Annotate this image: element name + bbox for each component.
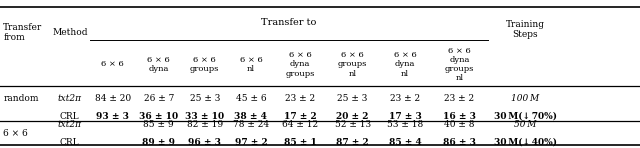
Text: 78 ± 24: 78 ± 24: [233, 120, 269, 129]
Text: 40 ± 8: 40 ± 8: [444, 120, 475, 129]
Text: 82 ± 19: 82 ± 19: [187, 120, 223, 129]
Text: 85 ± 9: 85 ± 9: [143, 120, 174, 129]
Text: 25 ± 3: 25 ± 3: [189, 94, 220, 103]
Text: 17 ± 2: 17 ± 2: [284, 112, 317, 121]
Text: 36 ± 10: 36 ± 10: [139, 112, 179, 121]
Text: 45 ± 6: 45 ± 6: [236, 94, 266, 103]
Text: 84 ± 20: 84 ± 20: [95, 94, 131, 103]
Text: 6 × 6
nl: 6 × 6 nl: [239, 56, 262, 73]
Text: txt2π: txt2π: [58, 94, 82, 103]
Text: 17 ± 3: 17 ± 3: [388, 112, 422, 121]
Text: 89 ± 9: 89 ± 9: [142, 138, 175, 147]
Text: 6 × 6
groups: 6 × 6 groups: [190, 56, 220, 73]
Text: 52 ± 13: 52 ± 13: [335, 120, 371, 129]
Text: 6 × 6
groups
nl: 6 × 6 groups nl: [338, 51, 367, 78]
Text: 26 ± 7: 26 ± 7: [143, 94, 174, 103]
Text: CRL: CRL: [60, 112, 79, 121]
Text: 100 M: 100 M: [511, 94, 540, 103]
Text: 85 ± 4: 85 ± 4: [388, 138, 422, 147]
Text: 6 × 6: 6 × 6: [3, 129, 28, 138]
Text: 16 ± 3: 16 ± 3: [443, 112, 476, 121]
Text: CRL: CRL: [60, 138, 79, 147]
Text: 25 ± 3: 25 ± 3: [337, 94, 368, 103]
Text: 30 M(↓ 70%): 30 M(↓ 70%): [494, 112, 557, 121]
Text: Transfer
from: Transfer from: [3, 23, 42, 42]
Text: 23 ± 2: 23 ± 2: [390, 94, 420, 103]
Text: random: random: [3, 94, 38, 103]
Text: Method: Method: [52, 28, 88, 37]
Text: 87 ± 2: 87 ± 2: [336, 138, 369, 147]
Text: 33 ± 10: 33 ± 10: [185, 112, 225, 121]
Text: 53 ± 18: 53 ± 18: [387, 120, 423, 129]
Text: 6 × 6
dyna
groups
nl: 6 × 6 dyna groups nl: [445, 47, 474, 82]
Text: 6 × 6
dyna: 6 × 6 dyna: [147, 56, 170, 73]
Text: 85 ± 1: 85 ± 1: [284, 138, 317, 147]
Text: 6 × 6
dyna
groups: 6 × 6 dyna groups: [285, 51, 315, 78]
Text: 93 ± 3: 93 ± 3: [96, 112, 129, 121]
Text: 6 × 6: 6 × 6: [101, 60, 124, 68]
Text: 20 ± 2: 20 ± 2: [337, 112, 369, 121]
Text: 96 ± 3: 96 ± 3: [188, 138, 221, 147]
Text: 86 ± 3: 86 ± 3: [443, 138, 476, 147]
Text: 23 ± 2: 23 ± 2: [285, 94, 316, 103]
Text: Transfer to: Transfer to: [261, 18, 316, 27]
Text: txt2π: txt2π: [58, 120, 82, 129]
Text: Training
Steps: Training Steps: [506, 20, 545, 39]
Text: 23 ± 2: 23 ± 2: [444, 94, 475, 103]
Text: 97 ± 2: 97 ± 2: [234, 138, 268, 147]
Text: 50 M: 50 M: [514, 120, 537, 129]
Text: 64 ± 12: 64 ± 12: [282, 120, 318, 129]
Text: 38 ± 4: 38 ± 4: [234, 112, 268, 121]
Text: 30 M(↓ 40%): 30 M(↓ 40%): [494, 138, 557, 147]
Text: 6 × 6
dyna
nl: 6 × 6 dyna nl: [394, 51, 417, 78]
